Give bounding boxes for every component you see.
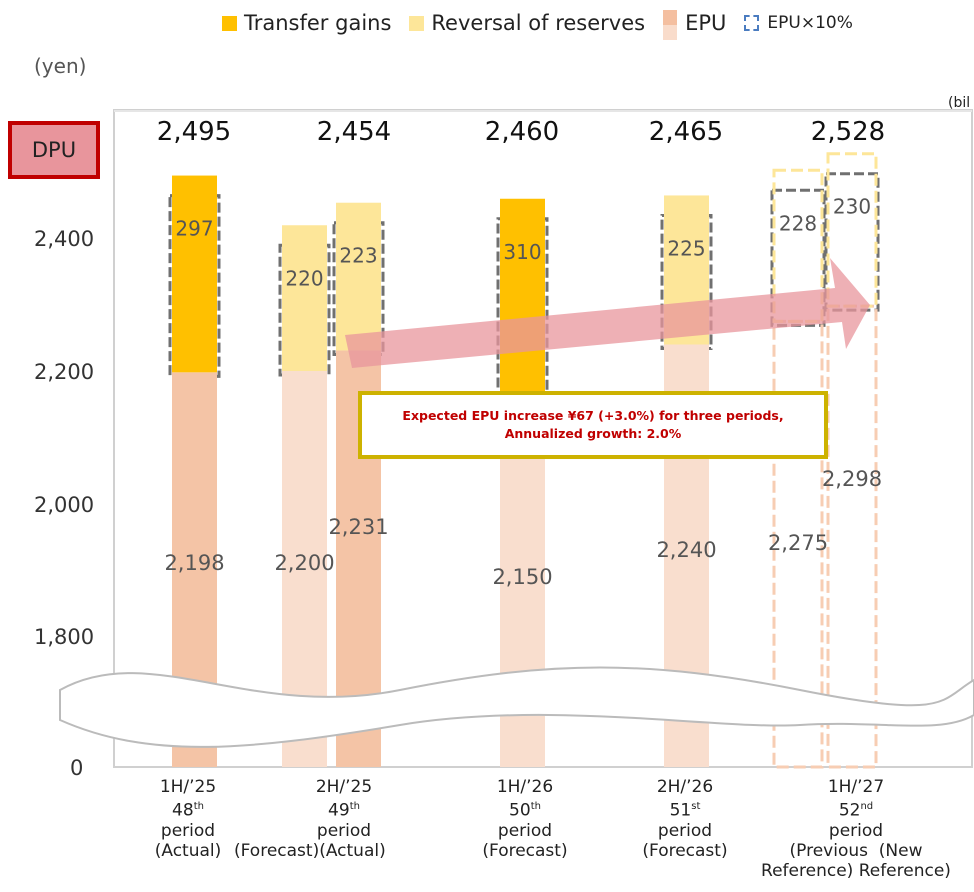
- epu10-box: [496, 217, 549, 410]
- axis-break: [59, 666, 974, 748]
- dpu-total-label: 2,465: [649, 117, 723, 147]
- legend-item-epu10: EPU×10%: [744, 13, 853, 33]
- x-label-period-name: 1H/’26: [496, 777, 554, 797]
- x-label-ordinal: st: [691, 801, 701, 812]
- x-label-group-4: 1H/’27 52nd period (Previous (New Refere…: [744, 777, 968, 881]
- dpu-total-label: 2,495: [157, 117, 231, 147]
- bar-top-label: 230: [833, 195, 871, 219]
- x-label-status: (Forecast): [482, 840, 568, 861]
- legend: Transfer gains Reversal of reserves EPU …: [222, 8, 871, 40]
- x-label-period-number: 49th: [264, 797, 424, 821]
- bar-top: [500, 198, 545, 405]
- bar-epu-label: 2,150: [492, 565, 552, 589]
- bar-top-label: 225: [667, 236, 705, 260]
- x-label-num: 49: [328, 800, 350, 821]
- legend-item-reversal: Reversal of reserves: [409, 11, 645, 35]
- x-label-period-name: 1H/’27: [827, 777, 885, 797]
- x-label-status: (Previous (New: [789, 840, 923, 861]
- legend-item-transfer-gains: Transfer gains: [222, 11, 391, 35]
- y-tick-label: 0: [70, 756, 83, 780]
- epu10-box: [660, 213, 713, 350]
- y-tick-label: 2,000: [34, 493, 94, 517]
- x-label-period-number: 50th: [480, 797, 570, 821]
- x-label-status: (Forecast)(Actual): [234, 840, 386, 861]
- bar-epu-label: 2,231: [328, 515, 388, 539]
- x-label-period-name: 1H/’25: [159, 777, 217, 797]
- bar-top-label: 220: [285, 266, 323, 290]
- x-label-period-name: 2H/’26: [656, 777, 714, 797]
- x-label-period-number: 48th: [148, 797, 228, 821]
- legend-swatch-epu10: [744, 15, 760, 31]
- callout-line-1: Expected EPU increase ¥67 (+3.0%) for th…: [402, 408, 784, 423]
- x-label-num: 51: [669, 800, 692, 821]
- x-label-ordinal: th: [193, 801, 204, 812]
- growth-callout: Expected EPU increase ¥67 (+3.0%) for th…: [358, 391, 828, 459]
- x-label-status: (Forecast): [642, 840, 728, 861]
- x-label-group-0: 1H/’25 48th period (Actual): [148, 777, 228, 861]
- x-label-period-name: 2H/’25: [315, 777, 373, 797]
- legend-label-reversal: Reversal of reserves: [431, 11, 646, 35]
- bar-top-label: 228: [779, 211, 817, 235]
- legend-swatch-epu: [663, 10, 678, 40]
- legend-swatch-transfer-gains: [222, 15, 237, 31]
- y-axis-unit: (yen): [34, 54, 87, 78]
- x-label-group-3: 2H/’26 51st period (Forecast): [640, 777, 730, 861]
- y-tick-label: 2,200: [34, 360, 94, 384]
- x-label-ordinal: th: [530, 801, 541, 812]
- legend-item-epu: EPU: [663, 8, 727, 40]
- x-label-ordinal: th: [349, 801, 360, 812]
- dpu-row-line: [114, 110, 972, 112]
- x-label-period-word: period: [316, 820, 372, 841]
- bar-epu-label: 2,198: [164, 551, 224, 575]
- x-label-period-word: period: [657, 820, 713, 841]
- growth-arrow: [345, 258, 870, 368]
- callout-line-2: Annualized growth: 2.0%: [504, 426, 682, 441]
- x-label-group-1: 2H/’25 49th period (Forecast)(Actual): [234, 777, 424, 861]
- x-label-status-2: Reference) Reference): [761, 860, 951, 881]
- bar-top-label: 297: [175, 217, 213, 241]
- dpu-total-label: 2,528: [811, 117, 885, 147]
- x-label-num: 48: [172, 800, 194, 821]
- bar-top-label: 310: [503, 240, 541, 264]
- dpu-total-label: 2,454: [317, 117, 391, 147]
- x-label-period-word: period: [828, 820, 884, 841]
- x-label-status: (Actual): [154, 840, 222, 861]
- legend-label-transfer-gains: Transfer gains: [244, 11, 392, 35]
- y-tick-label: 1,800: [34, 625, 94, 649]
- bar-epu-label: 2,298: [822, 467, 882, 491]
- bar-epu-label: 2,240: [656, 538, 716, 562]
- dpu-total-label: 2,460: [485, 117, 559, 147]
- bar-top-label: 223: [339, 244, 377, 268]
- x-label-num: 50: [509, 800, 531, 821]
- legend-label-epu10: EPU×10%: [767, 13, 853, 33]
- bar-top: [282, 225, 327, 371]
- y-tick-label: 2,400: [34, 227, 94, 251]
- legend-label-epu: EPU: [685, 11, 727, 35]
- bar-epu-label: 2,275: [768, 531, 828, 555]
- dpu-label-box: DPU: [8, 121, 100, 179]
- x-label-num: 52: [838, 800, 861, 821]
- x-label-group-2: 1H/’26 50th period (Forecast): [480, 777, 570, 861]
- unit-right-label: (bil: [948, 95, 971, 111]
- x-label-period-number: 51st: [640, 797, 730, 821]
- x-label-ordinal: nd: [860, 801, 874, 812]
- dpu-label: DPU: [31, 138, 77, 162]
- x-label-period-number: 52nd: [744, 797, 968, 821]
- bar-top: [336, 202, 381, 351]
- x-label-period-word: period: [160, 820, 216, 841]
- legend-swatch-reversal: [409, 15, 425, 31]
- x-label-period-word: period: [497, 820, 553, 841]
- bar-epu-label: 2,200: [274, 551, 334, 575]
- bar-top: [172, 175, 217, 373]
